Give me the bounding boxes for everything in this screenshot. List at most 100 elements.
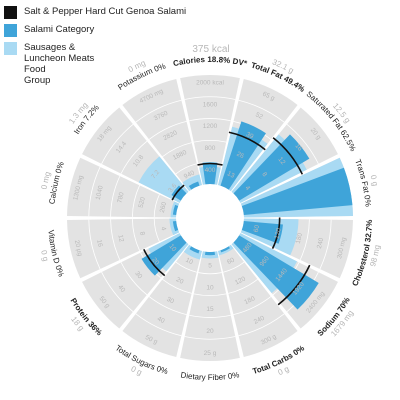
tick-label: 5: [208, 263, 212, 270]
grid-arc: [198, 272, 222, 275]
tick-label: 26: [235, 151, 245, 161]
product-marker: [197, 162, 223, 166]
tick-label: 25 g: [204, 350, 217, 357]
food-group-bar: [183, 244, 202, 260]
grid-arc: [238, 313, 285, 337]
tick-label: 13: [226, 170, 236, 180]
tick-label: 180: [243, 295, 256, 306]
tick-label: 16: [95, 239, 104, 248]
category-bar: [202, 162, 218, 185]
product-marker: [228, 131, 266, 151]
category-bar: [189, 246, 200, 254]
nutrient-label: Cholesterol 32.7%: [350, 220, 374, 288]
background-sector: [180, 251, 240, 361]
tick-label: 3.6: [167, 182, 178, 194]
tick-label: 20 µg: [73, 239, 84, 257]
nutrient-value-label: 0 g: [129, 364, 143, 377]
grid-arc: [184, 96, 236, 100]
food-group-bar: [182, 174, 202, 192]
legend-swatch: [4, 42, 17, 55]
background-sector: [67, 157, 180, 218]
tick-label: 4: [243, 185, 251, 192]
category-bar: [188, 181, 200, 190]
product-markers: [143, 131, 311, 306]
category-bar: [233, 134, 310, 201]
grid-arc: [162, 279, 192, 294]
tick-label: 7.2: [150, 169, 161, 181]
grid-arc: [120, 262, 148, 296]
background-sector: [67, 218, 180, 279]
tick-label: 940: [183, 169, 196, 180]
tick-label: 39: [245, 131, 255, 141]
tick-label: 10: [184, 257, 194, 267]
grid-arc: [135, 313, 182, 337]
grid-arc: [153, 218, 160, 242]
tick-label: 40: [156, 316, 166, 326]
tick-label: 260: [159, 201, 168, 214]
grid-arc: [148, 296, 187, 315]
background-sector: [122, 79, 202, 192]
legend: Salt & Pepper Hard Cut Genoa Salami Salam…: [4, 6, 204, 91]
grid-arc: [101, 271, 134, 313]
category-bar: [172, 204, 179, 215]
tick-label: 20: [206, 328, 214, 335]
grid-arc: [319, 219, 332, 270]
legend-label: Salami Category: [24, 24, 95, 35]
category-bar: [171, 185, 187, 201]
legend-item: Sausages & Luncheon Meats Food Group: [4, 42, 204, 86]
tick-label: 240: [253, 315, 266, 326]
grid-arc: [299, 219, 310, 261]
tick-label: 4: [159, 226, 167, 231]
tick-label: 60: [253, 224, 262, 233]
category-bar: [233, 235, 319, 310]
legend-label: Sausages & Luncheon Meats Food Group: [24, 42, 95, 86]
grid-arc: [110, 175, 121, 217]
nutrient-label: Calcium 0%: [48, 161, 66, 205]
category-bar: [220, 246, 230, 253]
tick-label: 10: [206, 284, 214, 291]
tick-label: 16: [293, 142, 303, 152]
grid-arc: [184, 336, 236, 340]
nutrient-label: Vitamin D 0%: [46, 229, 65, 277]
category-bar: [241, 221, 283, 244]
grid-arc: [223, 261, 245, 273]
grid-arc: [238, 99, 285, 123]
legend-item: Salt & Pepper Hard Cut Genoa Salami: [4, 6, 204, 19]
tick-label: 800: [205, 145, 216, 152]
calories-kcal-label: 375 kcal: [192, 44, 229, 55]
tick-label: 12: [276, 156, 286, 166]
grid-arc: [193, 140, 227, 143]
nutrient-value-label: 0 mg: [40, 171, 53, 191]
background-sector: [218, 244, 298, 357]
product-marker: [277, 264, 311, 306]
nutrient-label: Calories 18.8% DV*: [172, 55, 248, 68]
tick-label: 300 mg: [336, 236, 348, 259]
legend-swatch: [4, 6, 17, 19]
category-bar: [172, 221, 179, 232]
tick-label: 8: [138, 231, 146, 236]
legend-item: Salami Category: [4, 24, 204, 37]
tick-label: 1600: [203, 101, 218, 108]
nutrient-label: Trans Fat 0%: [353, 158, 372, 207]
grid-arc: [193, 293, 227, 296]
tick-label: 40: [116, 284, 126, 294]
tick-label: 15: [206, 306, 214, 313]
tick-label: 1200: [203, 123, 218, 130]
legend-label: Salt & Pepper Hard Cut Genoa Salami: [24, 6, 187, 17]
tick-label: 120: [274, 227, 283, 240]
tick-label: 20: [175, 276, 185, 286]
category-bar: [241, 167, 353, 215]
tick-label: 400: [205, 167, 216, 174]
tick-label: 8: [260, 171, 268, 178]
grid-arc: [153, 194, 160, 218]
grid-arc: [110, 219, 121, 261]
grid-arc: [175, 261, 197, 273]
tick-label: 30: [133, 270, 143, 280]
nutrient-value-label: 0 g: [277, 364, 291, 377]
legend-swatch: [4, 24, 17, 37]
inner-circle: [177, 185, 243, 251]
tick-label: 520: [138, 196, 147, 209]
product-marker: [272, 137, 304, 175]
tick-label: 52: [254, 111, 264, 121]
tick-label: 20: [150, 257, 160, 267]
